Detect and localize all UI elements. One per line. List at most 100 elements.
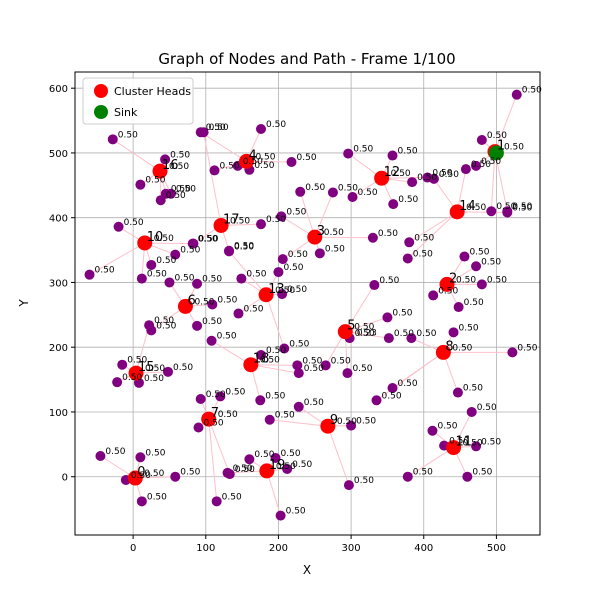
sensor-node-point xyxy=(471,160,482,171)
node-energy-label: 0.50 xyxy=(432,169,452,179)
cluster-head-id-label: 0 xyxy=(137,465,145,480)
node-energy-label: 0.50 xyxy=(417,173,437,183)
node-energy-label: 0.50 xyxy=(287,285,307,295)
sensor-node-point xyxy=(343,480,354,491)
sensor-node-point xyxy=(428,173,439,184)
node-energy-label: 0.50 xyxy=(198,235,218,245)
node-energy-label: 0.50 xyxy=(209,123,229,133)
sensor-node-point xyxy=(402,471,413,482)
cluster-edge xyxy=(344,284,375,332)
cluster-head-energy-label: 0.50 xyxy=(275,286,295,296)
node-energy-label: 0.50 xyxy=(202,317,222,327)
node-energy-label: 0.50 xyxy=(378,229,398,239)
cluster-head-point xyxy=(137,235,153,251)
cluster-head-energy-label: 0.50 xyxy=(154,234,174,244)
node-energy-label: 0.50 xyxy=(481,437,501,447)
sensor-node-point xyxy=(163,366,173,377)
node-energy-label: 0.50 xyxy=(398,379,418,389)
node-energy-label: 0.50 xyxy=(331,356,351,366)
node-energy-label: 0.50 xyxy=(464,298,484,308)
node-energy-label: 0.50 xyxy=(302,356,322,366)
node-energy-label: 0.50 xyxy=(304,398,324,408)
cluster-head-id-label: 11 xyxy=(456,435,473,450)
sensor-node-point xyxy=(95,450,106,461)
sensor-node-point xyxy=(264,414,275,425)
cluster-edge xyxy=(327,426,350,486)
node-energy-label: 0.50 xyxy=(496,202,516,212)
sensor-node-point xyxy=(113,221,124,232)
sensor-node-point xyxy=(387,383,398,394)
cluster-edge xyxy=(144,242,193,245)
x-tick-label: 300 xyxy=(342,543,361,554)
sensor-node-point xyxy=(282,463,293,474)
node-energy-label: 0.50 xyxy=(243,305,263,315)
cluster-head-id-label: 18 xyxy=(253,352,270,367)
node-energy-label: 0.50 xyxy=(472,468,492,478)
node-energy-label: 0.50 xyxy=(254,450,274,460)
node-energy-label: 0.50 xyxy=(265,391,285,401)
node-energy-label: 0.50 xyxy=(416,329,436,339)
cluster-edge xyxy=(246,160,292,163)
cluster-heads xyxy=(127,144,504,486)
node-energy-label: 0.50 xyxy=(304,364,324,374)
sensor-node-point xyxy=(256,219,266,230)
sensor-node-point xyxy=(192,320,203,331)
node-energy-label: 0.50 xyxy=(355,329,375,339)
sensor-node-point xyxy=(387,150,398,161)
node-energy-label: 0.50 xyxy=(95,266,115,276)
sensor-node-point xyxy=(215,391,226,402)
cluster-head-point xyxy=(446,440,462,456)
sensor-node-point xyxy=(244,454,255,465)
node-energy-label: 0.50 xyxy=(353,145,373,155)
node-energy-label: 0.50 xyxy=(414,233,434,243)
cluster-head-id-label: 9 xyxy=(330,413,338,428)
node-energy-label: 0.50 xyxy=(469,248,489,258)
node-energy-label: 0.50 xyxy=(286,207,306,217)
cluster-head-point xyxy=(258,287,274,303)
cluster-head-energy-label: 0.50 xyxy=(337,417,357,427)
cluster-edge xyxy=(208,418,231,475)
cluster-head-point xyxy=(213,217,229,233)
sensor-node-point xyxy=(170,471,181,482)
cluster-head-point xyxy=(439,276,455,292)
cluster-head-id-label: 10 xyxy=(147,230,164,245)
sensor-node-point xyxy=(117,359,128,370)
sensor-node-point xyxy=(236,273,247,284)
sensor-node-point xyxy=(346,420,357,431)
node-energy-label: 0.50 xyxy=(437,422,457,432)
node-energy-label: 0.50 xyxy=(147,270,167,280)
sensor-node-point xyxy=(347,191,358,202)
node-energy-label: 0.50 xyxy=(118,130,138,140)
node-energy-label: 0.50 xyxy=(243,157,263,167)
cluster-head-id-label: 19 xyxy=(269,458,286,473)
node-energy-label: 0.50 xyxy=(206,123,226,133)
cluster-head-energy-label: 0.50 xyxy=(354,323,374,333)
sensor-node-point xyxy=(406,333,417,344)
x-axis-label: X xyxy=(303,563,311,577)
sensor-node-point xyxy=(256,123,266,134)
cluster-edge xyxy=(494,151,508,212)
cluster-head-point xyxy=(127,470,143,486)
y-tick-label: 200 xyxy=(49,343,68,354)
sensor-node-point xyxy=(402,253,413,264)
node-energy-label: 0.50 xyxy=(379,276,399,286)
cluster-head-id-label: 17 xyxy=(223,212,240,227)
node-energy-label: 0.50 xyxy=(225,387,245,397)
cluster-head-id-label: 12 xyxy=(384,165,401,180)
sensor-node-point xyxy=(476,134,487,145)
sensor-node-point xyxy=(144,320,155,331)
cluster-edge xyxy=(314,236,373,239)
cluster-edge xyxy=(407,447,454,478)
node-energy-label: 0.50 xyxy=(204,419,224,429)
sensor-node-point xyxy=(84,269,95,280)
y-tick-label: 100 xyxy=(49,408,68,419)
cluster-edge xyxy=(250,364,298,366)
sensor-node-point xyxy=(427,425,438,436)
cluster-head-id-label: 3 xyxy=(317,224,325,239)
cluster-head-energy-label: 0.50 xyxy=(466,203,486,213)
x-tick-label: 500 xyxy=(487,543,506,554)
node-energy-label: 0.50 xyxy=(286,507,306,517)
node-energy-label: 0.50 xyxy=(305,183,325,193)
y-tick-label: 600 xyxy=(49,84,68,95)
